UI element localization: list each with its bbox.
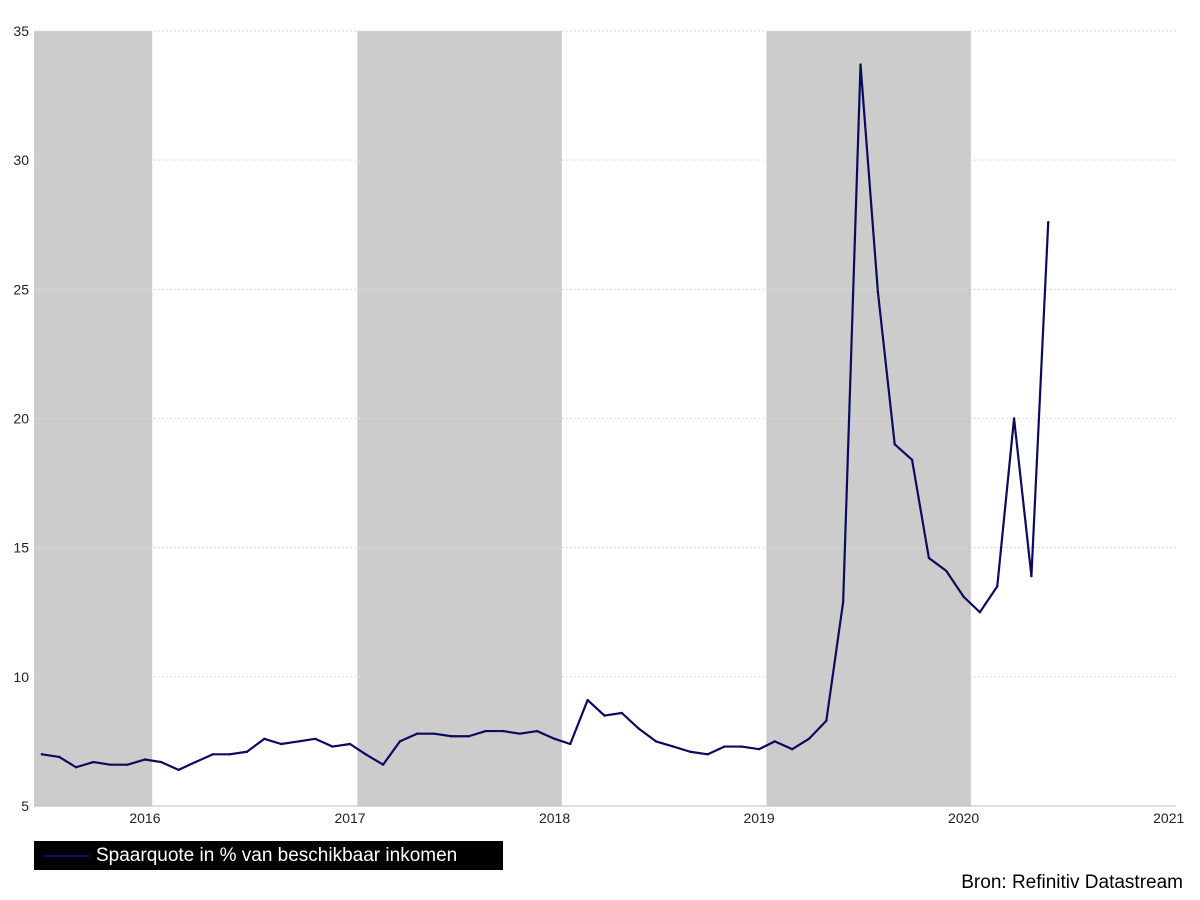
data-point bbox=[825, 719, 828, 722]
data-point bbox=[416, 732, 419, 735]
data-point bbox=[841, 600, 845, 604]
data-point bbox=[398, 740, 402, 743]
data-point bbox=[876, 290, 880, 294]
data-point bbox=[348, 742, 352, 746]
series-layer bbox=[40, 63, 1050, 772]
data-point bbox=[109, 763, 112, 766]
data-point bbox=[569, 742, 572, 746]
data-point bbox=[211, 753, 214, 756]
data-point bbox=[143, 758, 147, 761]
data-point bbox=[314, 737, 317, 741]
data-point bbox=[740, 745, 743, 748]
series-line-1 bbox=[41, 63, 1050, 771]
data-point bbox=[672, 745, 675, 748]
data-point bbox=[688, 750, 692, 753]
data-point bbox=[927, 556, 931, 560]
data-point bbox=[279, 742, 283, 746]
x-tick-label: 2018 bbox=[539, 810, 570, 826]
data-point bbox=[177, 768, 180, 772]
data-point bbox=[996, 585, 999, 588]
data-point bbox=[859, 63, 862, 66]
x-tick-label: 2021 bbox=[1153, 810, 1184, 826]
data-point bbox=[790, 747, 794, 751]
x-tick-label: 2016 bbox=[129, 810, 160, 826]
data-point bbox=[263, 737, 266, 741]
y-tick-label: 35 bbox=[13, 23, 29, 39]
data-point bbox=[978, 611, 982, 614]
x-tick-label: 2017 bbox=[334, 810, 365, 826]
data-point bbox=[126, 763, 129, 766]
data-point bbox=[553, 737, 556, 741]
data-point bbox=[92, 760, 95, 764]
data-point bbox=[1012, 417, 1016, 420]
line-chart: 5 10 15 20 25 30 35 2016 2017 2018 2019 2020 2021 bbox=[13, 23, 1184, 826]
data-point bbox=[910, 458, 914, 462]
data-point bbox=[706, 753, 709, 756]
data-point bbox=[381, 763, 385, 766]
data-point bbox=[945, 569, 948, 573]
data-point bbox=[58, 755, 61, 759]
data-point bbox=[297, 740, 300, 743]
data-point bbox=[331, 745, 334, 748]
data-point bbox=[893, 443, 896, 446]
data-point bbox=[245, 750, 249, 753]
data-point bbox=[586, 698, 589, 702]
legend-label: Spaarquote in % van beschikbaar inkomen bbox=[96, 844, 458, 866]
y-tick-label: 15 bbox=[13, 540, 29, 556]
y-tick-label: 25 bbox=[13, 281, 29, 297]
data-point bbox=[620, 711, 624, 715]
x-tick-label: 2019 bbox=[744, 810, 775, 826]
data-point bbox=[518, 732, 522, 735]
data-point bbox=[228, 753, 231, 756]
data-point bbox=[40, 753, 44, 756]
data-point bbox=[807, 737, 811, 741]
data-point bbox=[467, 735, 471, 738]
legend: Spaarquote in % van beschikbaar inkomen bbox=[34, 841, 503, 870]
data-point bbox=[194, 760, 197, 764]
x-tick-label: 2020 bbox=[948, 810, 979, 826]
y-tick-label: 30 bbox=[13, 152, 29, 168]
data-point bbox=[1047, 220, 1050, 224]
gridlines bbox=[34, 30, 1176, 807]
shaded-period-1 bbox=[34, 31, 153, 806]
data-point bbox=[773, 740, 776, 743]
data-point bbox=[1030, 574, 1033, 578]
y-tick-label: 10 bbox=[13, 669, 29, 685]
y-tick-label: 5 bbox=[21, 798, 29, 814]
data-point bbox=[74, 766, 78, 769]
y-axis: 5 10 15 20 25 30 35 bbox=[13, 23, 29, 814]
data-point bbox=[757, 747, 761, 751]
data-point bbox=[364, 753, 367, 756]
data-point bbox=[962, 595, 965, 598]
data-point bbox=[160, 760, 163, 764]
data-point bbox=[450, 735, 453, 738]
data-point bbox=[432, 732, 436, 735]
y-tick-label: 20 bbox=[13, 411, 29, 427]
data-point bbox=[484, 729, 487, 733]
x-axis: 2016 2017 2018 2019 2020 2021 bbox=[34, 805, 1184, 826]
source-note: Bron: Refinitiv Datastream bbox=[961, 872, 1183, 893]
data-point bbox=[501, 729, 505, 733]
data-point bbox=[535, 729, 539, 733]
shaded-period-3 bbox=[766, 31, 971, 806]
data-point bbox=[637, 727, 640, 730]
data-point bbox=[723, 745, 726, 748]
data-point bbox=[654, 740, 658, 743]
data-point bbox=[603, 714, 606, 717]
legend-swatch bbox=[42, 854, 90, 857]
